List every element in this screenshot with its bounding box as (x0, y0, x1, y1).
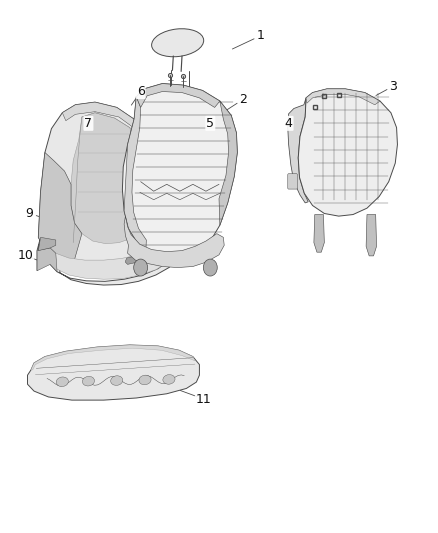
Text: 7: 7 (85, 117, 92, 130)
Text: 10: 10 (18, 249, 33, 262)
Ellipse shape (152, 29, 204, 56)
Polygon shape (31, 345, 195, 370)
Polygon shape (71, 113, 158, 244)
FancyBboxPatch shape (288, 174, 297, 189)
Polygon shape (37, 248, 57, 272)
Polygon shape (39, 152, 82, 272)
Polygon shape (62, 102, 169, 160)
Text: 2: 2 (239, 93, 247, 106)
Polygon shape (314, 215, 324, 252)
Polygon shape (48, 245, 169, 279)
Polygon shape (39, 237, 56, 251)
Polygon shape (37, 236, 179, 285)
Ellipse shape (163, 375, 175, 384)
Ellipse shape (56, 377, 68, 386)
Text: 11: 11 (196, 393, 212, 406)
Text: 3: 3 (389, 80, 397, 93)
Polygon shape (124, 216, 224, 268)
Polygon shape (366, 215, 377, 256)
Text: 9: 9 (26, 207, 34, 220)
Polygon shape (163, 236, 179, 261)
Text: 1: 1 (256, 29, 264, 42)
Polygon shape (28, 345, 199, 400)
Polygon shape (288, 98, 308, 203)
Polygon shape (219, 101, 237, 225)
Polygon shape (306, 89, 380, 105)
Text: 5: 5 (206, 117, 214, 130)
Text: 6: 6 (137, 85, 145, 98)
Polygon shape (136, 84, 220, 108)
Text: 4: 4 (285, 117, 293, 130)
Polygon shape (134, 150, 178, 272)
Polygon shape (125, 249, 162, 264)
Polygon shape (298, 89, 397, 216)
Ellipse shape (139, 375, 151, 385)
Circle shape (203, 259, 217, 276)
Polygon shape (124, 97, 146, 252)
Ellipse shape (82, 376, 95, 386)
Polygon shape (39, 102, 178, 278)
Ellipse shape (111, 376, 123, 385)
Polygon shape (122, 84, 237, 262)
Circle shape (134, 259, 148, 276)
